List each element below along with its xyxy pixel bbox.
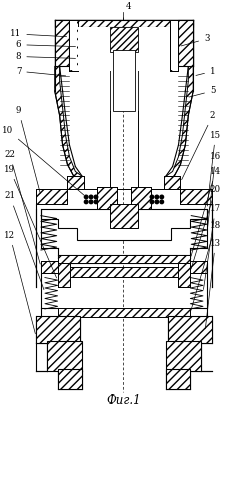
Bar <box>55 20 193 27</box>
Bar <box>166 369 190 388</box>
Bar <box>70 21 77 70</box>
Bar <box>78 27 170 71</box>
Text: 21: 21 <box>4 192 44 290</box>
Circle shape <box>150 195 154 198</box>
Polygon shape <box>41 209 207 240</box>
Circle shape <box>94 195 98 198</box>
Circle shape <box>89 195 93 198</box>
Bar <box>113 50 135 110</box>
Text: 17: 17 <box>203 204 221 290</box>
Text: 14: 14 <box>191 167 221 256</box>
Text: 4: 4 <box>125 2 131 12</box>
Text: 6: 6 <box>16 40 75 49</box>
Circle shape <box>160 200 164 203</box>
Bar <box>58 255 190 263</box>
Bar <box>178 263 190 287</box>
Bar <box>190 261 207 272</box>
Circle shape <box>89 200 93 203</box>
Circle shape <box>160 195 164 198</box>
Circle shape <box>150 200 154 203</box>
Text: 18: 18 <box>191 221 221 310</box>
Text: 1: 1 <box>196 66 216 76</box>
Bar <box>58 369 82 388</box>
Polygon shape <box>166 66 193 181</box>
Bar <box>97 187 117 209</box>
Text: 8: 8 <box>16 52 75 61</box>
Circle shape <box>84 200 88 203</box>
Text: Фиг.1: Фиг.1 <box>106 394 141 407</box>
Bar <box>58 263 70 287</box>
Circle shape <box>84 195 88 198</box>
Bar <box>170 20 179 71</box>
Bar <box>41 261 58 272</box>
Circle shape <box>155 195 159 198</box>
Text: 12: 12 <box>4 231 35 334</box>
Bar <box>70 266 178 276</box>
Bar <box>171 21 178 70</box>
Bar <box>47 342 82 371</box>
Bar <box>36 189 67 204</box>
Circle shape <box>94 200 98 203</box>
Bar <box>69 20 78 71</box>
Bar <box>164 176 181 189</box>
Bar <box>131 187 151 209</box>
Bar <box>110 27 138 52</box>
Bar <box>166 342 201 371</box>
Text: 20: 20 <box>191 184 221 269</box>
Bar <box>181 189 212 204</box>
Text: 19: 19 <box>4 165 57 278</box>
Bar <box>58 308 190 317</box>
Text: 5: 5 <box>189 86 215 97</box>
Text: 13: 13 <box>205 238 221 329</box>
Bar <box>55 20 69 66</box>
Text: 11: 11 <box>10 30 67 38</box>
Text: 15: 15 <box>207 130 221 206</box>
Polygon shape <box>55 66 82 181</box>
Text: 10: 10 <box>2 126 84 195</box>
Bar <box>67 176 84 189</box>
Text: 9: 9 <box>16 106 40 194</box>
Text: 16: 16 <box>207 152 221 230</box>
Bar <box>168 316 212 344</box>
Text: 2: 2 <box>182 111 215 180</box>
Bar <box>110 204 138 229</box>
Text: 7: 7 <box>16 66 66 76</box>
Text: 22: 22 <box>4 150 40 264</box>
Bar <box>36 316 80 344</box>
Text: 3: 3 <box>181 34 209 46</box>
Bar <box>179 20 193 66</box>
Circle shape <box>155 200 159 203</box>
